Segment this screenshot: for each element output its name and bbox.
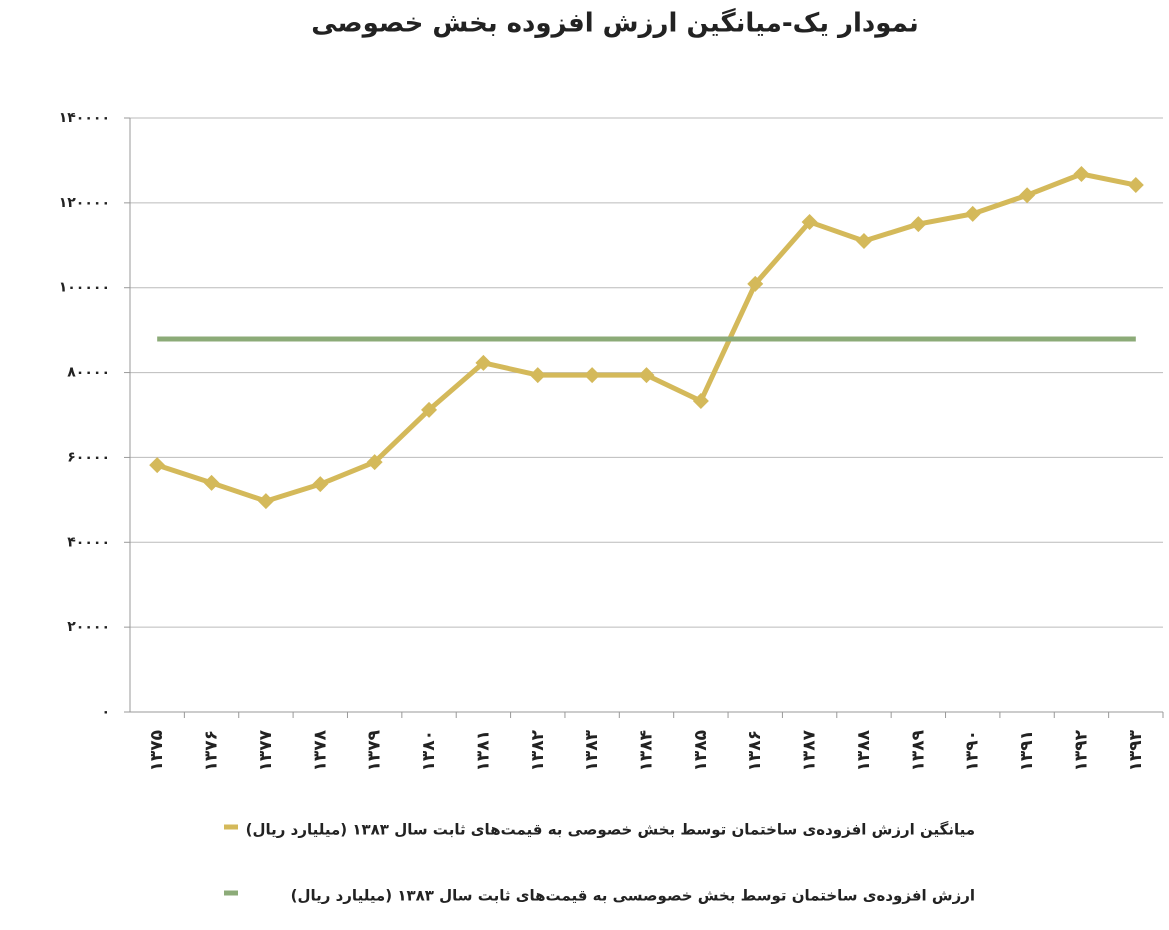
point-marker — [855, 233, 872, 250]
legend-label: ارزش افزوده‌ی ساختمان توسط بخش خصوصسی به… — [291, 887, 975, 905]
point-marker — [366, 454, 383, 471]
point-marker — [149, 457, 166, 474]
point-marker — [801, 213, 818, 230]
y-tick-label: ۸۰۰۰۰ — [67, 365, 110, 381]
y-tick-label: ۶۰۰۰۰ — [67, 449, 110, 465]
x-tick-label: ۱۳۷۵ — [147, 730, 167, 772]
x-tick-label: ۱۳۸۱ — [473, 730, 493, 772]
x-tick-label: ۱۳۸۷ — [800, 729, 820, 771]
legend-label: میانگین ارزش افزوده‌ی ساختمان توسط بخش خ… — [246, 821, 975, 839]
x-tick-label: ۱۳۸۹ — [908, 729, 928, 771]
point-marker — [584, 367, 601, 384]
x-tick-label: ۱۳۹۳ — [1126, 729, 1146, 771]
point-marker — [475, 354, 492, 371]
x-tick-label: ۱۳۹۰ — [963, 730, 983, 772]
y-tick-label: ۱۰۰۰۰۰ — [59, 280, 110, 296]
point-marker — [1127, 177, 1144, 194]
x-tick-label: ۱۳۸۳ — [582, 729, 602, 771]
chart-title: نمودار یک-میانگین ارزش افزوده بخش خصوصی — [311, 8, 919, 39]
x-tick-label: ۱۳۸۲ — [528, 729, 548, 771]
y-tick-label: ۲۰۰۰۰ — [67, 619, 110, 635]
x-tick-label: ۱۳۸۶ — [745, 730, 765, 772]
point-marker — [529, 367, 546, 384]
x-tick-label: ۱۳۹۲ — [1071, 729, 1091, 771]
point-marker — [257, 493, 274, 510]
point-marker — [421, 401, 438, 418]
point-marker — [910, 216, 927, 233]
point-marker — [1073, 166, 1090, 183]
point-marker — [964, 205, 981, 222]
x-tick-label: ۱۳۷۷ — [256, 729, 276, 771]
y-tick-label: ۴۰۰۰۰ — [67, 534, 110, 550]
point-marker — [638, 367, 655, 384]
point-marker — [203, 474, 220, 491]
x-tick-label: ۱۳۸۸ — [854, 729, 874, 771]
x-tick-label: ۱۳۷۹ — [365, 729, 385, 771]
x-tick-label: ۱۳۸۴ — [637, 730, 657, 772]
x-tick-label: ۱۳۷۶ — [202, 730, 222, 772]
y-tick-label: ۱۴۰۰۰۰ — [59, 110, 110, 126]
x-tick-label: ۱۳۷۸ — [310, 729, 330, 771]
y-tick-label: ۰ — [101, 704, 110, 720]
x-tick-label: ۱۳۸۰ — [419, 730, 439, 772]
x-tick-label: ۱۳۹۱ — [1017, 730, 1037, 772]
point-marker — [1019, 187, 1036, 204]
point-marker — [692, 392, 709, 409]
y-tick-label: ۱۲۰۰۰۰ — [59, 195, 110, 211]
point-marker — [747, 275, 764, 292]
x-tick-label: ۱۳۸۵ — [691, 730, 711, 772]
point-marker — [312, 476, 329, 493]
